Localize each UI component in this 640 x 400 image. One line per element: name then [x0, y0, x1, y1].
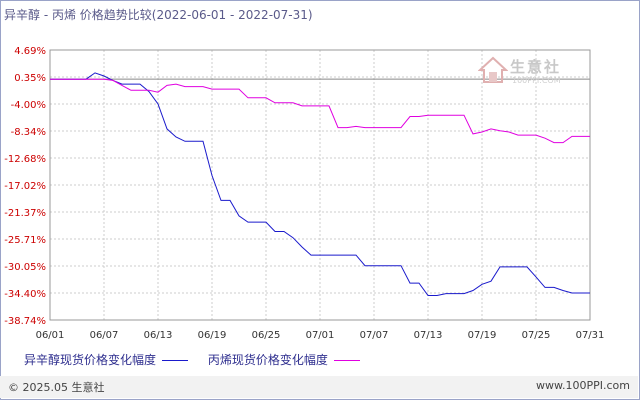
x-tick-label: 07/07: [360, 330, 389, 341]
legend-swatch-series-2: [333, 360, 360, 361]
y-tick-label: 4.69%: [14, 46, 46, 57]
axes: [49, 49, 591, 321]
y-tick-label: -34.40%: [4, 289, 46, 300]
legend-label-series-1: 异辛醇现货价格变化幅度: [24, 353, 157, 367]
x-tick-label: 06/25: [252, 330, 281, 341]
legend-swatch-series-1: [162, 360, 189, 361]
series-lines: [50, 72, 590, 296]
x-tick-label: 07/25: [522, 330, 551, 341]
y-tick-label: 0.35%: [14, 73, 46, 84]
y-tick-label: -25.71%: [4, 235, 46, 246]
footer-copyright: © 2025.05 生意社: [8, 381, 105, 394]
y-tick-label: -30.05%: [4, 262, 46, 273]
x-tick-label: 07/13: [414, 330, 443, 341]
x-tick-label: 06/01: [36, 330, 65, 341]
house-logo-icon: [478, 56, 508, 83]
footer-bar: © 2025.05 生意社 www.100PPI.com: [0, 376, 638, 398]
y-tick-label: -38.74%: [4, 316, 46, 327]
y-tick-label: -4.00%: [11, 100, 46, 111]
y-tick-label: -12.68%: [4, 154, 46, 165]
x-tick-label: 07/19: [468, 330, 497, 341]
y-tick-label: -21.37%: [4, 208, 46, 219]
legend-item-series-2: 丙烯现货价格变化幅度: [208, 351, 360, 368]
plot-border: [49, 49, 591, 321]
watermark-url: 100PPI.COM: [512, 76, 561, 85]
x-tick-label: 06/19: [198, 330, 227, 341]
series-line-2: [50, 78, 590, 144]
y-tick-label: -8.34%: [11, 127, 46, 138]
watermark-logo: 生意社 100PPI.COM: [478, 56, 588, 90]
legend-label-series-2: 丙烯现货价格变化幅度: [207, 353, 328, 367]
x-tick-label: 07/31: [576, 330, 605, 341]
legend: 异辛醇现货价格变化幅度 丙烯现货价格变化幅度: [24, 351, 376, 368]
x-tick-label: 07/01: [306, 330, 335, 341]
y-tick-labels: 4.69% 0.35% -4.00% -8.34% -12.68% -17.02% -21.…: [4, 46, 46, 327]
legend-item-series-1: 异辛醇现货价格变化幅度: [24, 351, 189, 368]
chart-title: 异辛醇 - 丙烯 价格趋势比较(2022-06-01 - 2022-07-31): [4, 8, 313, 22]
series-line-1: [50, 72, 590, 296]
y-tick-label: -17.02%: [4, 181, 46, 192]
x-tick-label: 06/07: [90, 330, 119, 341]
watermark-brand: 生意社: [510, 58, 562, 76]
footer-site-link[interactable]: www.100PPI.com: [536, 379, 630, 392]
x-tick-label: 06/13: [144, 330, 173, 341]
x-tick-labels: 06/01 06/07 06/13 06/19 06/25 07/01 07/07 07/13…: [36, 330, 605, 341]
